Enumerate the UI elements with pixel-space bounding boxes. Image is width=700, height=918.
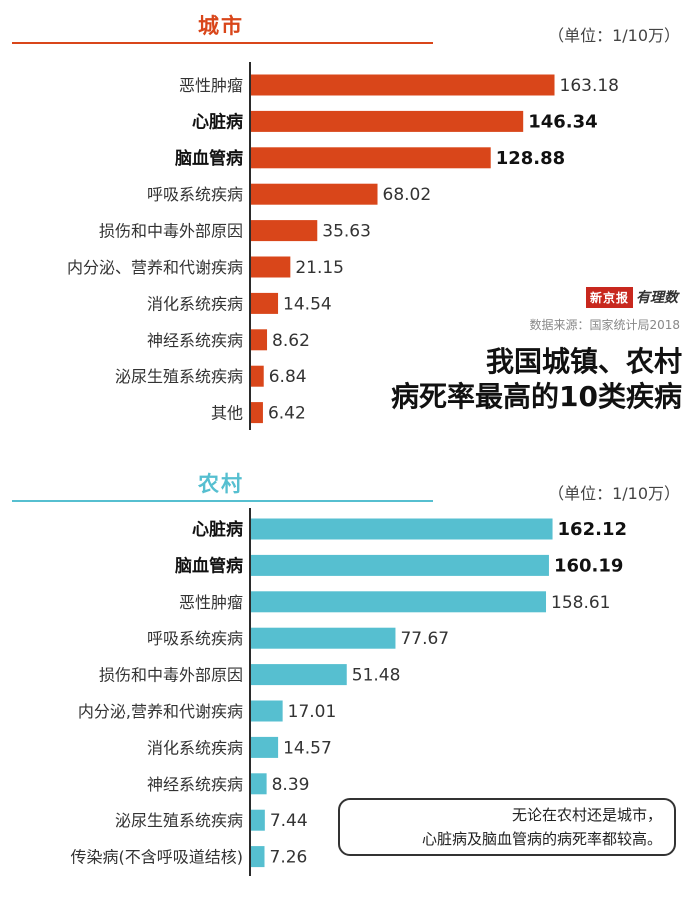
urban-bar-4 bbox=[251, 220, 318, 242]
data-source: 数据来源：国家统计局2018 bbox=[529, 318, 680, 332]
urban-category-label-5: 内分泌、营养和代谢疾病 bbox=[67, 258, 243, 277]
logo-box-text: 新京报 bbox=[585, 286, 633, 308]
rural-value-label-5: 17.01 bbox=[288, 702, 337, 722]
rural-axis bbox=[249, 508, 251, 876]
urban-category-label-3: 呼吸系统疾病 bbox=[147, 185, 243, 204]
urban-value-label-2: 128.88 bbox=[496, 148, 565, 169]
note-line-1: 无论在农村还是城市， bbox=[511, 806, 662, 824]
urban-category-label-6: 消化系统疾病 bbox=[147, 294, 243, 313]
rural-category-label-4: 损伤和中毒外部原因 bbox=[99, 666, 243, 685]
rural-bar-0 bbox=[251, 518, 553, 540]
urban-value-label-8: 6.84 bbox=[269, 367, 307, 387]
rural-section-title: 农村 bbox=[198, 472, 244, 496]
rural-bar-chart: 心脏病 162.12 脑血管病 160.19 恶性肿瘤 158.61 呼吸系统疾病 77.67… bbox=[71, 518, 627, 868]
rural-category-label-3: 呼吸系统疾病 bbox=[147, 629, 243, 648]
newspaper-logo: 新京报 有理数 bbox=[585, 286, 678, 308]
urban-bar-0 bbox=[251, 74, 555, 96]
urban-category-label-1: 心脏病 bbox=[192, 111, 243, 132]
rural-panel: 农村 （单位：1/10万） 心脏病 162.12 脑血管病 160.19 恶性肿瘤 158… bbox=[0, 458, 700, 918]
headline-line-2: 病死率最高的10类疾病 bbox=[391, 380, 682, 413]
note-box: 无论在农村还是城市， 心脏病及脑血管病的病死率都较高。 bbox=[338, 798, 676, 856]
headline: 我国城镇、农村 病死率最高的10类疾病 bbox=[391, 344, 682, 414]
urban-value-label-6: 14.54 bbox=[283, 294, 332, 314]
urban-category-label-0: 恶性肿瘤 bbox=[179, 76, 243, 95]
urban-bar-6 bbox=[251, 292, 279, 314]
urban-panel: 城市 （单位：1/10万） 恶性肿瘤 163.18 心脏病 146.34 脑血管病 128… bbox=[0, 0, 700, 440]
rural-category-label-2: 恶性肿瘤 bbox=[179, 593, 243, 612]
rural-bar-5 bbox=[251, 700, 283, 722]
urban-unit-label: （单位：1/10万） bbox=[548, 26, 680, 45]
urban-section-title: 城市 bbox=[198, 14, 244, 38]
rural-value-label-9: 7.26 bbox=[270, 848, 308, 868]
rural-bar-1 bbox=[251, 554, 549, 576]
rural-value-label-0: 162.12 bbox=[558, 519, 627, 540]
rural-title-rule bbox=[12, 500, 433, 502]
urban-bar-5 bbox=[251, 256, 291, 278]
rural-bar-2 bbox=[251, 591, 547, 613]
urban-category-label-4: 损伤和中毒外部原因 bbox=[99, 222, 243, 241]
rural-value-label-8: 7.44 bbox=[270, 811, 308, 831]
rural-category-label-0: 心脏病 bbox=[192, 519, 243, 540]
rural-category-label-5: 内分泌,营养和代谢疾病 bbox=[78, 702, 243, 721]
rural-value-label-3: 77.67 bbox=[400, 629, 449, 649]
urban-value-label-3: 68.02 bbox=[383, 185, 432, 205]
rural-bar-3 bbox=[251, 627, 396, 649]
urban-axis bbox=[249, 62, 251, 430]
logo-script-text: 有理数 bbox=[636, 290, 678, 306]
urban-category-label-2: 脑血管病 bbox=[175, 148, 243, 169]
urban-category-label-7: 神经系统疾病 bbox=[147, 331, 243, 350]
urban-category-label-9: 其他 bbox=[211, 404, 243, 423]
rural-bar-9 bbox=[251, 846, 265, 868]
urban-value-label-5: 21.15 bbox=[295, 258, 344, 278]
urban-value-label-9: 6.42 bbox=[268, 404, 306, 424]
urban-bar-chart: 恶性肿瘤 163.18 心脏病 146.34 脑血管病 128.88 呼吸系统疾病 68.02… bbox=[67, 74, 619, 424]
urban-value-label-7: 8.62 bbox=[272, 331, 310, 351]
rural-bar-7 bbox=[251, 773, 267, 795]
rural-category-label-1: 脑血管病 bbox=[175, 555, 243, 576]
urban-bar-8 bbox=[251, 365, 264, 387]
rural-unit-label: （单位：1/10万） bbox=[548, 484, 680, 503]
rural-value-label-7: 8.39 bbox=[272, 775, 310, 795]
urban-bar-3 bbox=[251, 183, 378, 205]
rural-bar-8 bbox=[251, 809, 265, 831]
rural-bar-6 bbox=[251, 736, 279, 758]
rural-value-label-4: 51.48 bbox=[352, 666, 401, 686]
urban-bar-2 bbox=[251, 147, 491, 169]
urban-bar-7 bbox=[251, 329, 268, 351]
rural-category-label-8: 泌尿生殖系统疾病 bbox=[115, 811, 243, 830]
rural-value-label-6: 14.57 bbox=[283, 738, 332, 758]
headline-line-1: 我国城镇、农村 bbox=[485, 345, 682, 378]
urban-bar-9 bbox=[251, 402, 263, 424]
urban-title-rule bbox=[12, 42, 433, 44]
urban-bar-1 bbox=[251, 110, 524, 132]
rural-value-label-1: 160.19 bbox=[554, 555, 623, 576]
rural-category-label-7: 神经系统疾病 bbox=[147, 775, 243, 794]
urban-category-label-8: 泌尿生殖系统疾病 bbox=[115, 367, 243, 386]
rural-value-label-2: 158.61 bbox=[551, 593, 610, 613]
rural-category-label-6: 消化系统疾病 bbox=[147, 738, 243, 757]
note-line-2: 心脏病及脑血管病的病死率都较高。 bbox=[421, 830, 662, 848]
urban-value-label-4: 35.63 bbox=[322, 222, 371, 242]
rural-category-label-9: 传染病(不含呼吸道结核) bbox=[71, 848, 244, 867]
urban-value-label-1: 146.34 bbox=[528, 111, 597, 132]
rural-bar-4 bbox=[251, 664, 347, 686]
urban-value-label-0: 163.18 bbox=[560, 76, 619, 96]
